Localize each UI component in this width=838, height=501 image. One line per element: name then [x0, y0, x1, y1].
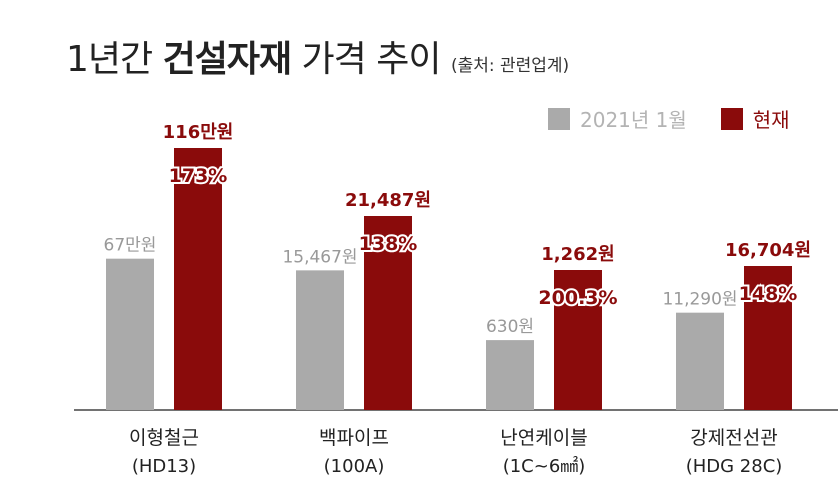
title-source: (출처: 관련업계) — [450, 56, 570, 76]
category-label-2: 난연케이블 — [500, 427, 587, 449]
bar-prev-value-label-0: 67만원 — [104, 236, 157, 256]
title-prefix: 1년간 — [66, 39, 153, 80]
bar-current-0 — [174, 148, 222, 410]
category-sublabel-2: (1C~6㎟) — [503, 455, 586, 477]
bar-current-pct-label-1: 138% — [359, 233, 418, 255]
bar-current-value-label-1: 21,487원 — [345, 190, 431, 211]
bar-prev-value-label-1: 15,467원 — [282, 247, 357, 267]
legend-swatch-current — [720, 107, 743, 130]
title-suffix: 가격 추이 — [301, 39, 442, 80]
bar-prev-1 — [296, 270, 344, 410]
bar-current-pct-label-3: 148% — [739, 283, 798, 305]
bar-current-pct-label-2: 200.3% — [538, 287, 617, 309]
bar-current-1 — [364, 216, 412, 410]
bar-current-value-label-0: 116만원 — [163, 122, 234, 143]
bar-current-3 — [744, 266, 792, 410]
category-label-3: 강제전선관 — [690, 427, 777, 449]
category-sublabel-0: (HD13) — [132, 456, 196, 477]
category-sublabel-1: (100A) — [324, 456, 385, 477]
bar-prev-value-label-3: 11,290원 — [662, 290, 737, 310]
bar-prev-value-label-2: 630원 — [486, 317, 534, 337]
legend: 2021년 1월 현재 — [548, 104, 790, 133]
legend-label-prev: 2021년 1월 — [580, 108, 687, 132]
chart-title: 1년간 건설자재 가격 추이 (출처: 관련업계) — [66, 30, 569, 82]
bar-prev-3 — [676, 312, 724, 410]
bar-current-value-label-3: 16,704원 — [725, 240, 811, 261]
bar-current-2 — [554, 270, 602, 410]
category-label-0: 이형철근 — [129, 427, 199, 449]
legend-swatch-prev — [548, 107, 570, 130]
title-bold: 건설자재 — [162, 39, 292, 80]
legend-label-current: 현재 — [752, 108, 790, 132]
category-label-1: 백파이프 — [319, 427, 389, 449]
bar-current-pct-label-0: 173% — [169, 165, 228, 187]
category-sublabel-3: (HDG 28C) — [686, 456, 783, 477]
bar-current-value-label-2: 1,262원 — [541, 244, 615, 265]
bar-prev-0 — [106, 258, 154, 410]
bar-prev-2 — [486, 340, 534, 410]
